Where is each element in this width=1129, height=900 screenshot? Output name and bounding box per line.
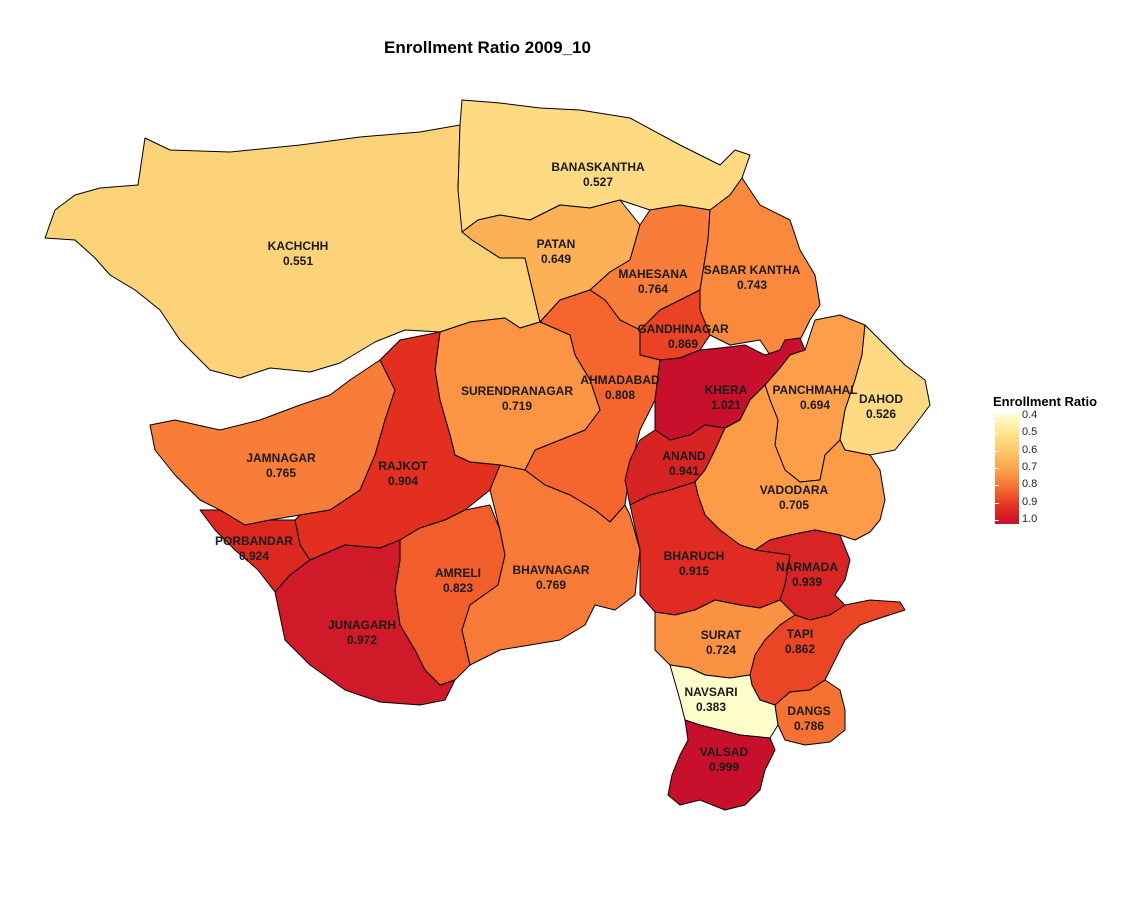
district-name-narmada: NARMADA [776,560,838,574]
district-name-surendranagar: SURENDRANAGAR [461,384,573,398]
district-dahod[interactable] [839,324,931,456]
district-name-vadodara: VADODARA [760,483,829,497]
district-name-jamnagar: JAMNAGAR [246,451,316,465]
district-name-junagarh: JUNAGARH [328,618,396,632]
legend-tick-label: 0.9 [1022,495,1038,508]
district-name-gandhinagar: GANDHINAGAR [637,322,729,336]
district-name-porbandar: PORBANDAR [215,534,293,548]
district-value-panchmahal: 0.694 [800,398,830,412]
district-tapi[interactable] [749,599,906,706]
district-name-surat: SURAT [701,628,742,642]
district-value-rajkot: 0.904 [388,474,418,488]
district-dangs[interactable] [774,679,846,746]
district-name-anand: ANAND [662,449,706,463]
legend-colorbar [995,414,1019,524]
district-value-patan: 0.649 [541,252,571,266]
district-junagarh[interactable] [274,539,456,706]
legend-tick-label: 0.5 [1022,426,1038,439]
district-value-anand: 0.941 [669,464,699,478]
district-kachchh[interactable] [44,124,541,379]
district-value-kachchh: 0.551 [283,254,313,268]
district-name-banaskantha: BANASKANTHA [551,160,645,174]
district-value-dangs: 0.786 [794,719,824,733]
district-value-dahod: 0.526 [866,407,896,421]
district-value-mahesana: 0.764 [638,282,668,296]
district-name-panchmahal: PANCHMAHAL [772,383,857,397]
legend-title: Enrollment Ratio [993,394,1098,409]
legend-tick-mark [995,520,999,521]
district-value-banaskantha: 0.527 [583,175,613,189]
district-value-gandhinagar: 0.869 [668,337,698,351]
district-value-valsad: 0.999 [709,760,739,774]
district-value-tapi: 0.862 [785,642,815,656]
legend-tick-mark [995,450,999,452]
map-title: Enrollment Ratio 2009_10 [384,38,591,57]
district-value-surat: 0.724 [706,643,736,657]
legend-tick-label: 1.0 [1022,513,1038,525]
district-value-porbandar: 0.924 [239,549,269,563]
district-value-bharuch: 0.915 [679,564,709,578]
district-name-navsari: NAVSARI [684,685,737,699]
district-value-narmada: 0.939 [792,575,822,589]
district-name-kachchh: KACHCHH [268,239,329,253]
district-name-amreli: AMRELI [435,566,481,580]
district-narmada[interactable] [754,529,851,621]
district-name-dangs: DANGS [787,704,830,718]
legend-tick-mark [995,502,999,504]
legend-tick-label: 0.7 [1022,461,1038,473]
district-bhavnagar[interactable] [461,464,641,666]
district-name-mahesana: MAHESANA [618,267,688,281]
district-valsad[interactable] [667,719,776,811]
district-value-vadodara: 0.705 [779,498,809,512]
legend-tick-label: 0.6 [1022,443,1038,456]
district-name-khera: KHERA [705,383,748,397]
district-value-bhavnagar: 0.769 [536,578,566,592]
district-name-dahod: DAHOD [859,392,903,406]
district-value-khera: 1.021 [711,398,741,412]
district-value-ahmadabad: 0.808 [605,388,635,402]
district-value-navsari: 0.383 [696,700,726,714]
district-value-junagarh: 0.972 [347,633,377,647]
district-name-valsad: VALSAD [700,745,749,759]
legend: Enrollment Ratio 0.4 0.5 0.6 0.7 0.8 0.9 1.0 [993,394,1118,525]
district-value-sabarkantha: 0.743 [737,278,767,292]
legend-tick-mark [995,485,999,487]
district-name-tapi: TAPI [787,627,813,641]
district-name-bharuch: BHARUCH [664,549,725,563]
legend-tick-label: 0.8 [1022,478,1038,491]
district-name-bhavnagar: BHAVNAGAR [512,563,589,577]
district-name-rajkot: RAJKOT [378,459,428,473]
legend-tick-label: 0.4 [1022,409,1038,421]
district-value-jamnagar: 0.765 [266,466,296,480]
district-name-sabarkantha: SABAR KANTHA [704,263,801,277]
district-value-surendranagar: 0.719 [502,399,532,413]
legend-tick-mark [995,433,999,435]
legend-tick-mark [995,416,999,417]
district-name-patan: PATAN [537,237,576,251]
district-name-ahmadabad: AHMADABAD [580,373,660,387]
district-value-amreli: 0.823 [443,581,473,595]
legend-tick-mark [995,468,999,469]
